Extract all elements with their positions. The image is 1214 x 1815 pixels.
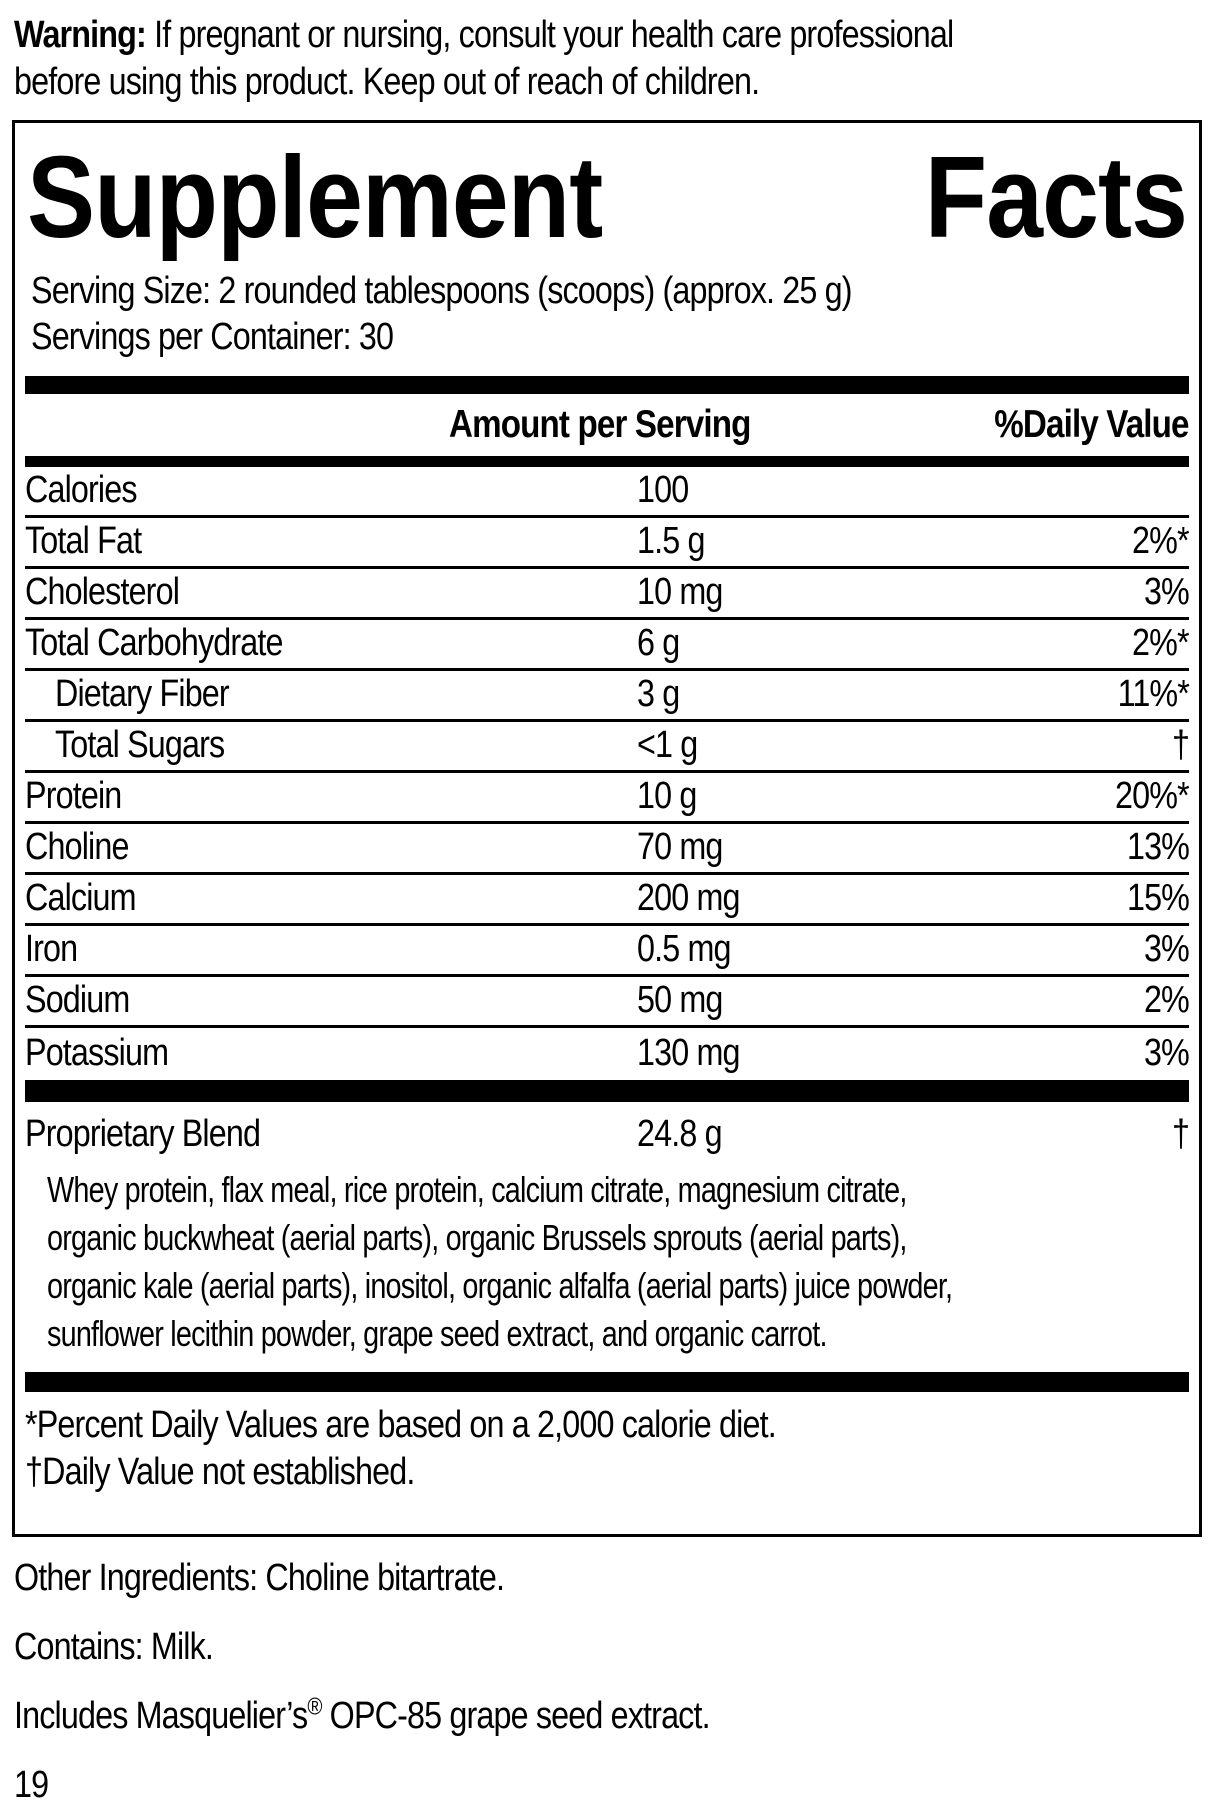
row-choline: Choline 70 mg 13% xyxy=(25,824,1190,875)
row-amount: 200 mg xyxy=(637,877,740,920)
divider-bar-top xyxy=(25,375,1189,394)
row-daily-value: † xyxy=(1171,1113,1190,1156)
supplement-facts-panel: Supplement Facts Serving Size: 2 rounded… xyxy=(12,120,1202,1537)
row-daily-value: 13% xyxy=(1126,826,1190,869)
row-amount: 6 g xyxy=(637,622,680,665)
row-total-carbohydrate: Total Carbohydrate 6 g 2%* xyxy=(25,620,1190,671)
other-ingredients: Other Ingredients: Choline bitartrate. xyxy=(14,1557,505,1599)
row-amount: 3 g xyxy=(637,673,680,716)
row-name: Dietary Fiber xyxy=(55,673,230,716)
panel-title-word-supplement: Supplement xyxy=(27,132,603,262)
row-amount: 130 mg xyxy=(637,1032,740,1075)
row-daily-value: 3% xyxy=(1144,928,1190,971)
row-daily-value: † xyxy=(1171,724,1190,767)
warning-line-1: Warning: If pregnant or nursing, consult… xyxy=(14,14,954,56)
page-number: 19 xyxy=(14,1764,49,1806)
row-daily-value: 15% xyxy=(1126,877,1190,920)
servings-per-container: Servings per Container: 30 xyxy=(31,315,394,358)
row-amount: 1.5 g xyxy=(637,520,705,563)
row-name: Total Sugars xyxy=(55,724,225,767)
row-protein: Protein 10 g 20%* xyxy=(25,773,1190,824)
warning-label: Warning: xyxy=(14,14,147,56)
row-name: Potassium xyxy=(25,1032,169,1075)
row-calories: Calories 100 xyxy=(25,467,1189,518)
serving-size: Serving Size: 2 rounded tablespoons (sco… xyxy=(31,269,853,312)
nutrient-table: Calories 100 Total Fat 1.5 g 2%* Cholest… xyxy=(25,467,1190,1080)
row-name: Calories xyxy=(25,469,138,512)
row-amount: 10 mg xyxy=(637,571,723,614)
header-amount-per-serving: Amount per Serving xyxy=(449,402,751,446)
row-calcium: Calcium 200 mg 15% xyxy=(25,875,1190,926)
footnotes: *Percent Daily Values are based on a 2,0… xyxy=(25,1402,1189,1496)
row-daily-value: 3% xyxy=(1144,1032,1190,1075)
column-headers: Amount per Serving %Daily Value xyxy=(25,394,1190,456)
row-daily-value: 20%* xyxy=(1115,775,1190,818)
row-name: Proprietary Blend xyxy=(25,1113,261,1156)
contains-statement: Contains: Milk. xyxy=(14,1626,214,1668)
warning-line-2: before using this product. Keep out of r… xyxy=(14,61,760,103)
panel-title-word-facts: Facts xyxy=(924,132,1188,262)
row-daily-value: 2%* xyxy=(1132,622,1190,665)
divider-bar-header xyxy=(25,455,1189,467)
row-name: Calcium xyxy=(25,877,137,920)
row-amount: 70 mg xyxy=(637,826,723,869)
row-name: Protein xyxy=(25,775,122,818)
row-potassium: Potassium 130 mg 3% xyxy=(25,1028,1190,1080)
row-iron: Iron 0.5 mg 3% xyxy=(25,926,1190,977)
row-daily-value: 2% xyxy=(1144,979,1190,1022)
row-name: Sodium xyxy=(25,979,130,1022)
divider-bar-footnote xyxy=(25,1371,1189,1392)
footnote-daily-value-not-established: †Daily Value not established. xyxy=(25,1450,415,1493)
row-amount: <1 g xyxy=(637,724,698,767)
row-proprietary-blend: Proprietary Blend 24.8 g † xyxy=(25,1108,1190,1162)
header-daily-value: %Daily Value xyxy=(994,402,1190,446)
row-amount: 100 xyxy=(637,469,689,512)
row-name: Cholesterol xyxy=(25,571,180,614)
includes-statement: Includes Masquelier’s® OPC-85 grape seed… xyxy=(14,1693,711,1737)
row-amount: 50 mg xyxy=(637,979,723,1022)
row-name: Iron xyxy=(25,928,78,971)
row-daily-value: 11%* xyxy=(1117,673,1190,716)
row-amount: 10 g xyxy=(637,775,697,818)
row-name: Total Fat xyxy=(25,520,142,563)
row-amount: 0.5 mg xyxy=(637,928,731,971)
footnote-percent-daily-values: *Percent Daily Values are based on a 2,0… xyxy=(25,1403,777,1446)
proprietary-blend-ingredients: Whey protein, flax meal, rice protein, c… xyxy=(47,1168,953,1354)
row-name: Total Carbohydrate xyxy=(25,622,283,665)
row-daily-value: 2%* xyxy=(1132,520,1190,563)
below-panel-text: Other Ingredients: Choline bitartrate. C… xyxy=(14,1555,1202,1809)
registered-trademark-symbol: ® xyxy=(307,1693,322,1721)
row-total-fat: Total Fat 1.5 g 2%* xyxy=(25,518,1190,569)
row-cholesterol: Cholesterol 10 mg 3% xyxy=(25,569,1190,620)
row-total-sugars: Total Sugars <1 g † xyxy=(25,722,1190,773)
row-sodium: Sodium 50 mg 2% xyxy=(25,977,1190,1028)
row-dietary-fiber: Dietary Fiber 3 g 11%* xyxy=(25,671,1190,722)
row-name: Choline xyxy=(25,826,129,869)
divider-bar-blend xyxy=(25,1079,1189,1102)
row-amount: 24.8 g xyxy=(637,1113,723,1156)
warning-text: Warning: If pregnant or nursing, consult… xyxy=(14,12,1202,106)
panel-title: Supplement Facts xyxy=(27,132,1188,262)
row-daily-value: 3% xyxy=(1144,571,1190,614)
